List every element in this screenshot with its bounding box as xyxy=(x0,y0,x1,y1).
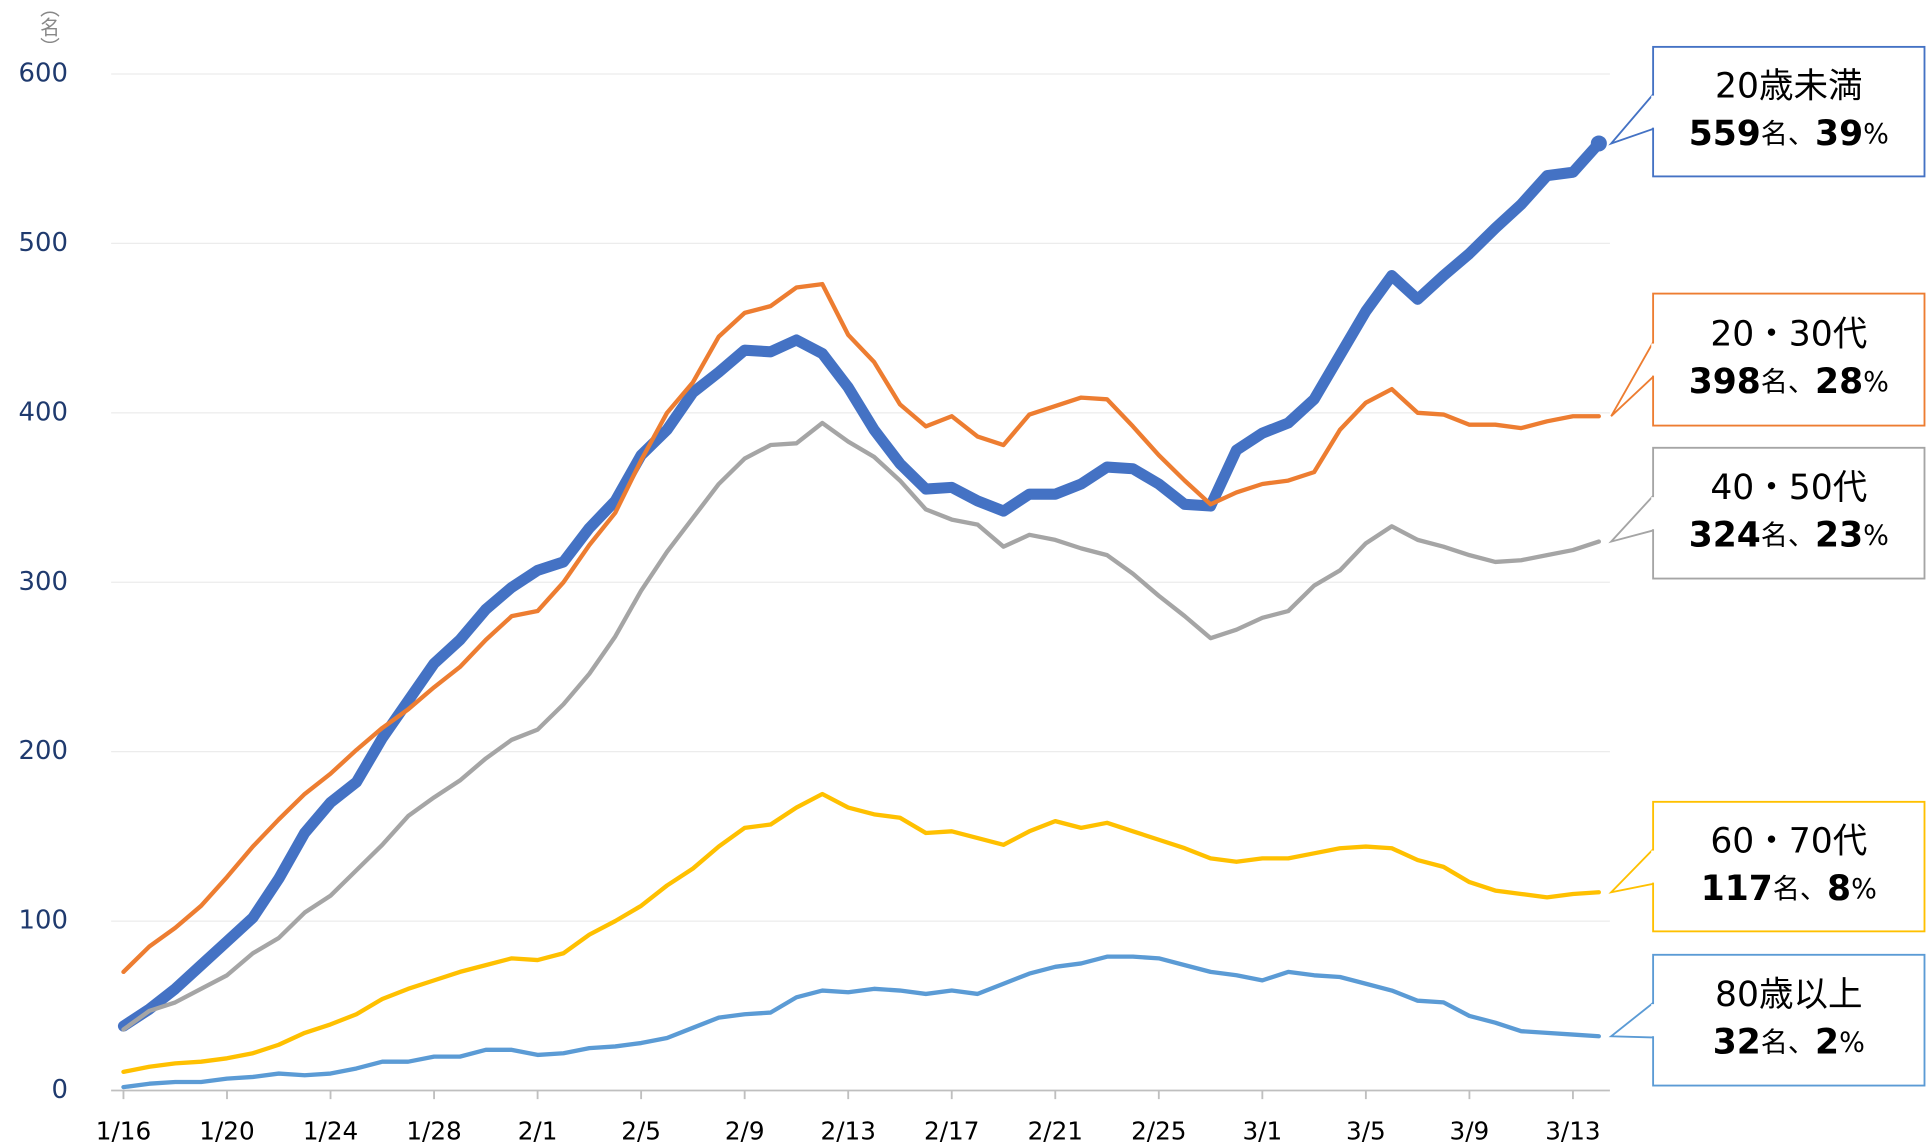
x-tick-label: 2/9 xyxy=(725,1116,765,1145)
series-line xyxy=(121,791,1601,1075)
count: 324 xyxy=(1689,515,1761,555)
legend-label: 80歳以上 xyxy=(1715,975,1863,1015)
y-tick-label: 0 xyxy=(51,1075,67,1105)
count-suffix: 名、 xyxy=(1761,119,1815,150)
callout-pointer xyxy=(1608,91,1655,146)
x-tick-label: 2/1 xyxy=(518,1116,558,1145)
share-suffix: % xyxy=(1863,520,1889,551)
series-line xyxy=(121,420,1601,1032)
y-tick-label: 300 xyxy=(19,567,68,597)
share: 8 xyxy=(1827,869,1851,909)
share-suffix: % xyxy=(1863,367,1889,398)
share: 23 xyxy=(1815,515,1863,555)
callout-value: 117名、8% xyxy=(1701,869,1877,909)
callout-box xyxy=(1652,446,1926,580)
x-tick-label: 3/13 xyxy=(1545,1116,1600,1145)
end-marker xyxy=(1590,135,1607,152)
y-tick-label: 100 xyxy=(19,906,68,936)
series-line xyxy=(117,137,1605,1032)
x-tick-label: 1/28 xyxy=(406,1116,461,1145)
x-tick-label: 3/1 xyxy=(1242,1116,1282,1145)
x-tick-label: 2/21 xyxy=(1028,1116,1083,1145)
callout-pointer xyxy=(1608,493,1655,544)
share-suffix: % xyxy=(1839,1027,1865,1058)
x-tick-label: 1/24 xyxy=(303,1116,358,1145)
callout-box xyxy=(1652,292,1926,427)
share-suffix: % xyxy=(1863,119,1889,150)
callout-box xyxy=(1652,45,1926,178)
count-suffix: 名、 xyxy=(1761,520,1815,551)
callout-value: 32名、2% xyxy=(1713,1022,1865,1062)
callout-box xyxy=(1652,800,1926,933)
callout-pointer xyxy=(1608,1000,1655,1039)
x-tick-label: 3/5 xyxy=(1346,1116,1386,1145)
legend-label: 20歳未満 xyxy=(1715,67,1863,107)
y-tick-label: 600 xyxy=(19,59,68,89)
callout-value: 398名、28% xyxy=(1689,362,1889,402)
callout-pointer xyxy=(1610,338,1655,417)
x-tick-label: 2/5 xyxy=(621,1116,661,1145)
count-suffix: 名、 xyxy=(1761,1027,1815,1058)
count: 32 xyxy=(1713,1022,1761,1062)
x-tick-label: 2/13 xyxy=(821,1116,876,1145)
x-tick-label: 1/16 xyxy=(96,1116,151,1145)
y-tick-label: 500 xyxy=(19,228,68,258)
count: 117 xyxy=(1701,869,1773,909)
count: 559 xyxy=(1689,114,1761,154)
count-suffix: 名、 xyxy=(1761,367,1815,398)
callout-pointer xyxy=(1608,847,1655,894)
x-tick-label: 1/20 xyxy=(199,1116,254,1145)
callout-value: 324名、23% xyxy=(1689,515,1889,555)
y-tick-label: 200 xyxy=(19,736,68,766)
x-tick-label: 2/25 xyxy=(1131,1116,1186,1145)
callout-value: 559名、39% xyxy=(1689,114,1889,154)
legend-label: 20・30代 xyxy=(1710,315,1867,355)
legend-label: 40・50代 xyxy=(1710,468,1867,508)
y-axis-label: （名） xyxy=(36,0,59,57)
count-suffix: 名、 xyxy=(1773,874,1827,905)
callout-box xyxy=(1652,953,1926,1087)
series-line xyxy=(121,954,1601,1090)
share: 39 xyxy=(1815,114,1863,154)
legend-label: 60・70代 xyxy=(1710,822,1867,862)
y-tick-label: 400 xyxy=(19,397,68,427)
x-tick-label: 2/17 xyxy=(924,1116,979,1145)
x-tick-label: 3/9 xyxy=(1450,1116,1490,1145)
count: 398 xyxy=(1689,362,1761,402)
series-line xyxy=(121,281,1601,975)
share: 28 xyxy=(1815,362,1863,402)
share-suffix: % xyxy=(1851,874,1877,905)
share: 2 xyxy=(1815,1022,1839,1062)
